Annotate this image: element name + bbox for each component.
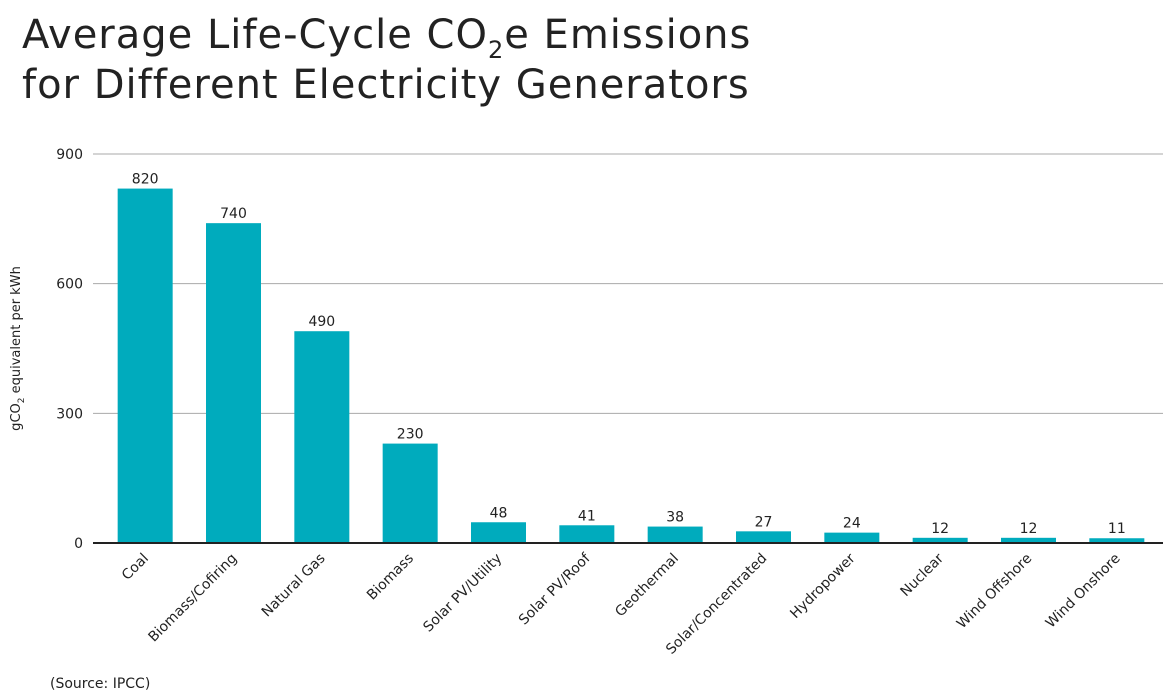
title-line1: Average Life-Cycle CO bbox=[22, 12, 488, 58]
x-tick-label: Natural Gas bbox=[259, 551, 329, 621]
data-label: 490 bbox=[308, 314, 335, 330]
x-tick-label: Wind Onshore bbox=[1043, 551, 1124, 632]
data-label: 27 bbox=[755, 514, 773, 530]
bar bbox=[559, 525, 615, 543]
y-tick-label: 300 bbox=[56, 406, 83, 422]
x-tick-label: Solar PV/Utility bbox=[420, 551, 505, 636]
data-label: 12 bbox=[1020, 521, 1038, 537]
data-label: 12 bbox=[931, 521, 949, 537]
y-tick-label: 0 bbox=[74, 536, 83, 552]
data-label: 11 bbox=[1108, 521, 1126, 537]
x-tick-label: Solar/Concentrated bbox=[663, 551, 770, 658]
data-label: 820 bbox=[132, 172, 159, 188]
bar bbox=[736, 531, 791, 543]
x-tick-label: Nuclear bbox=[898, 550, 948, 600]
bar bbox=[294, 331, 350, 543]
data-label: 24 bbox=[843, 516, 861, 532]
data-label: 740 bbox=[220, 206, 247, 222]
bar bbox=[382, 443, 438, 543]
source-note: (Source: IPCC) bbox=[50, 676, 151, 692]
data-label: 41 bbox=[578, 508, 596, 524]
bar bbox=[117, 188, 173, 544]
data-label: 230 bbox=[397, 427, 424, 443]
bar bbox=[471, 522, 526, 543]
chart-title: Average Life-Cycle CO2e Emissions for Di… bbox=[22, 10, 751, 110]
x-tick-label: Geothermal bbox=[612, 551, 682, 621]
data-label: 38 bbox=[666, 510, 684, 526]
y-tick-label: 900 bbox=[56, 147, 83, 163]
x-tick-label: Biomass/Cofiring bbox=[145, 551, 240, 646]
data-label: 48 bbox=[490, 505, 508, 521]
y-axis-label-end: equivalent per kWh bbox=[9, 266, 24, 397]
bar bbox=[647, 526, 703, 543]
x-tick-label: Coal bbox=[119, 551, 152, 584]
title-line2: for Different Electricity Generators bbox=[22, 62, 750, 108]
x-tick-label: Solar PV/Roof bbox=[516, 550, 595, 629]
y-axis-label-subscript: 2 bbox=[17, 398, 27, 404]
y-axis-label: gCO2 equivalent per kWh bbox=[9, 266, 27, 431]
bar bbox=[1001, 537, 1056, 543]
y-axis-label-start: gCO bbox=[9, 403, 24, 431]
bar bbox=[824, 532, 880, 543]
y-tick-label: 600 bbox=[56, 277, 83, 293]
bar bbox=[912, 537, 968, 543]
bar bbox=[206, 223, 261, 543]
bar bbox=[1089, 538, 1145, 543]
title-subscript: 2 bbox=[487, 36, 505, 64]
title-line1-end: e Emissions bbox=[504, 12, 752, 58]
x-tick-label: Hydropower bbox=[787, 550, 859, 622]
x-tick-label: Wind Offshore bbox=[954, 551, 1035, 632]
x-tick-label: Biomass bbox=[364, 551, 417, 604]
